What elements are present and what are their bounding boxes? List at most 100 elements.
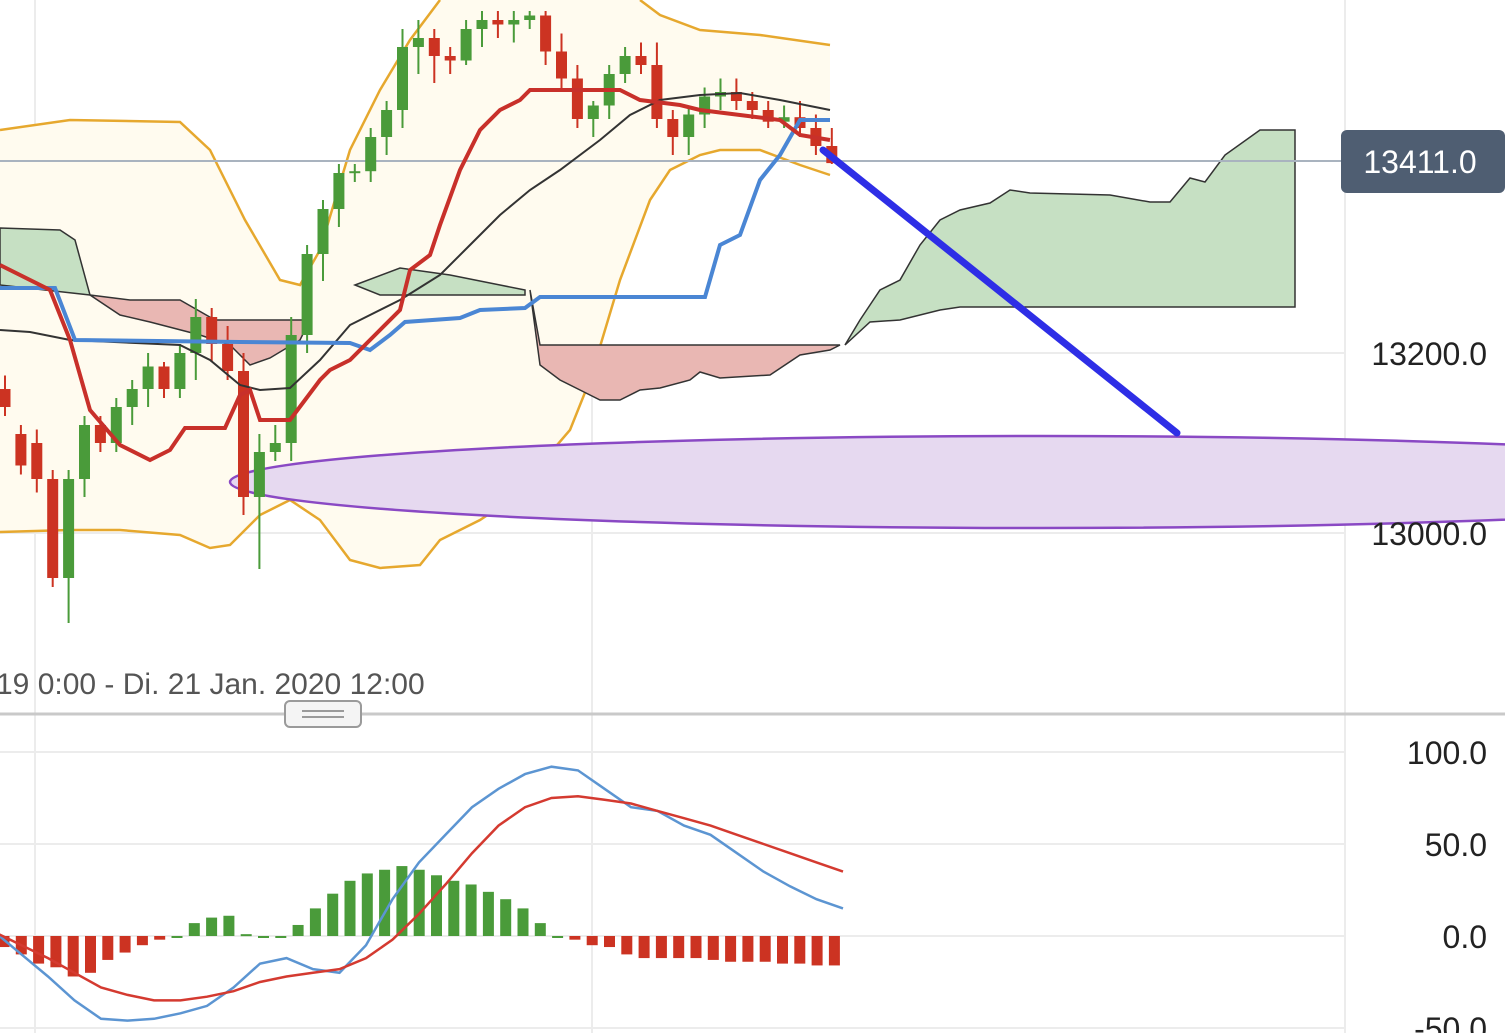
macd-histogram-bar: [431, 875, 442, 936]
candle-body: [571, 78, 583, 119]
candle-body: [285, 335, 297, 443]
candle-body: [556, 51, 567, 79]
candle-body: [31, 443, 43, 479]
trendline-annotation[interactable]: [819, 146, 1181, 437]
macd-histogram-bar: [621, 936, 633, 955]
macd-histogram-bar: [655, 936, 667, 959]
macd-histogram: [0, 866, 840, 977]
candle-body: [301, 254, 313, 335]
candle-body: [460, 29, 472, 61]
candle-body: [651, 65, 663, 119]
candle-body: [587, 105, 599, 119]
macd-histogram-bar: [206, 917, 218, 936]
candle-body: [492, 20, 504, 25]
candle-body: [15, 434, 27, 466]
macd-histogram-bar: [171, 936, 183, 938]
candle-body: [730, 92, 742, 101]
macd-histogram-bar: [136, 936, 148, 946]
signal-line: [0, 794, 844, 1002]
panel-resize-handle[interactable]: [284, 700, 362, 728]
macd-y-tick-0: 0.0: [1443, 919, 1487, 955]
candle-body: [269, 443, 281, 452]
candle-body: [667, 119, 679, 137]
macd-histogram-bar: [223, 915, 235, 936]
candle-body: [635, 56, 647, 65]
y-tick-label-13200: 13200.0: [1371, 336, 1487, 372]
date-range-label: 19 0:00 - Di. 21 Jan. 2020 12:00: [0, 668, 425, 701]
macd-histogram-bar: [707, 936, 719, 960]
candle-body: [778, 117, 790, 122]
candle-body: [126, 389, 138, 407]
candle-body: [94, 425, 106, 443]
candle-body: [540, 15, 552, 52]
candle-body: [746, 101, 758, 110]
candle-body: [174, 353, 186, 389]
macd-histogram-bar: [396, 866, 408, 936]
candle-body: [253, 452, 265, 497]
current-price-tag: 13411.0: [1341, 130, 1505, 193]
macd-histogram-bar: [67, 936, 79, 977]
candle-body: [508, 20, 520, 25]
macd-histogram-bar: [794, 936, 806, 964]
macd-histogram-bar: [102, 936, 114, 960]
macd-histogram-bar: [604, 936, 615, 948]
candle-body: [365, 137, 377, 172]
candle-body: [317, 209, 329, 254]
candle-body: [428, 38, 440, 56]
macd-histogram-bar: [725, 936, 737, 962]
cloud-bull-future: [844, 129, 1296, 346]
macd-histogram-bar: [759, 936, 771, 962]
candlesticks: [0, 11, 838, 623]
bollinger-upper-line: [0, 0, 831, 287]
candle-body: [222, 344, 234, 371]
macd-histogram-bar: [777, 936, 788, 964]
candle-body: [333, 173, 345, 209]
macd-histogram-bar: [240, 934, 252, 937]
macd-y-tick-minus50: -50.0: [1414, 1011, 1487, 1033]
macd-histogram-bar: [344, 880, 356, 936]
macd-histogram-bar: [85, 936, 96, 973]
candle-body: [476, 20, 488, 29]
macd-histogram-bar: [690, 936, 702, 959]
candle-body: [524, 15, 536, 20]
macd-line: [0, 765, 844, 1022]
macd-histogram-bar: [448, 880, 460, 936]
kijun-line: [0, 88, 831, 463]
current-price-label: 13411.0: [1363, 144, 1476, 180]
macd-histogram-bar: [517, 908, 529, 936]
candle-body: [63, 479, 75, 578]
candle-body: [381, 110, 393, 137]
sma-line: [0, 91, 831, 392]
macd-histogram-bar: [50, 936, 62, 968]
candle-body: [762, 110, 774, 122]
macd-y-tick-50: 50.0: [1425, 827, 1487, 863]
macd-histogram-bar: [742, 936, 754, 962]
candle-body: [397, 47, 408, 110]
macd-histogram-bar: [569, 936, 581, 940]
macd-histogram-bar: [119, 936, 131, 953]
candle-body: [206, 317, 218, 344]
candle-body: [190, 317, 202, 353]
macd-histogram-bar: [361, 873, 373, 936]
macd-histogram-bar: [309, 908, 321, 936]
macd-histogram-bar: [673, 936, 685, 959]
ellipse-annotation[interactable]: [228, 434, 1505, 530]
macd-histogram-bar: [327, 893, 339, 936]
macd-histogram-bar: [482, 891, 494, 936]
candle-body: [158, 366, 170, 389]
macd-histogram-bar: [811, 936, 823, 966]
macd-histogram-bar: [828, 936, 840, 966]
macd-histogram-bar: [275, 936, 287, 938]
candle-body: [238, 371, 249, 497]
candle-body: [412, 38, 424, 47]
macd-histogram-bar: [413, 869, 425, 936]
candle-body: [683, 114, 695, 137]
macd-y-tick-100: 100.0: [1407, 735, 1487, 771]
bollinger-lower-line: [0, 148, 831, 570]
candle-body: [349, 171, 361, 174]
macd-histogram-bar: [258, 936, 269, 938]
macd-histogram-bar: [292, 924, 304, 936]
macd-histogram-bar: [552, 936, 564, 938]
candle-body: [142, 366, 154, 389]
